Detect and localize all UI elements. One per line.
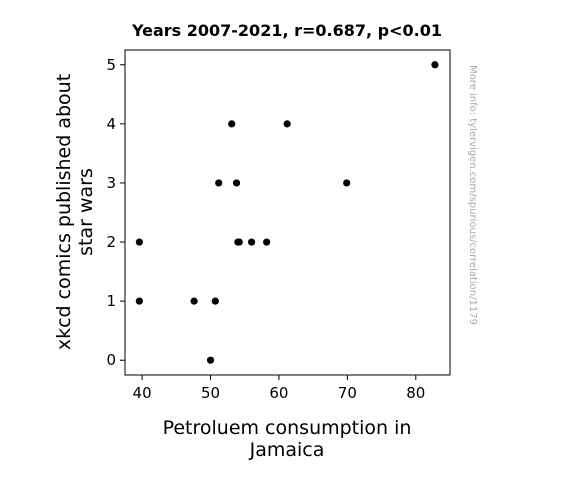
y-tick-label: 1 — [106, 292, 116, 310]
x-axis-label-line-2: Jamaica — [249, 439, 325, 461]
data-point — [135, 297, 143, 305]
x-tick-label: 50 — [201, 384, 220, 402]
y-axis-label-line-2: star wars — [75, 168, 97, 256]
data-point — [283, 120, 291, 128]
data-point — [232, 179, 241, 187]
watermark-text: More info: tylervigen.com/spurious/corre… — [467, 65, 478, 325]
x-tick-label: 60 — [269, 384, 288, 402]
x-tick-label: 40 — [133, 384, 152, 402]
x-axis: 40 50 60 70 80 — [133, 375, 425, 402]
plot-frame — [124, 49, 451, 376]
data-point — [135, 238, 143, 246]
data-point — [211, 297, 219, 305]
data-point — [343, 179, 351, 187]
x-tick-label: 80 — [406, 384, 425, 402]
y-axis-label-2: star wars — [75, 168, 97, 256]
y-tick-label: 0 — [106, 351, 116, 369]
data-point — [228, 120, 236, 128]
data-point — [215, 179, 223, 187]
y-axis: 0 1 2 3 4 5 — [106, 56, 125, 369]
watermark-group: More info: tylervigen.com/spurious/corre… — [467, 65, 478, 325]
data-point — [235, 238, 243, 246]
y-tick-label: 2 — [106, 233, 116, 251]
x-axis-label-line-1: Petroluem consumption in — [163, 417, 412, 439]
y-tick-label: 5 — [106, 56, 116, 74]
data-point — [206, 356, 215, 364]
y-tick-label: 3 — [106, 174, 116, 192]
y-axis-label-line-1: xkcd comics published about — [53, 74, 75, 350]
y-tick-label: 4 — [106, 115, 116, 133]
data-point — [431, 61, 439, 69]
y-axis-label: xkcd comics published about — [53, 74, 75, 350]
data-point — [190, 297, 198, 305]
data-points — [135, 61, 439, 364]
x-tick-label: 70 — [338, 384, 357, 402]
data-point — [247, 238, 256, 246]
data-point — [263, 238, 271, 246]
chart-title: Years 2007-2021, r=0.687, p<0.01 — [131, 21, 442, 40]
